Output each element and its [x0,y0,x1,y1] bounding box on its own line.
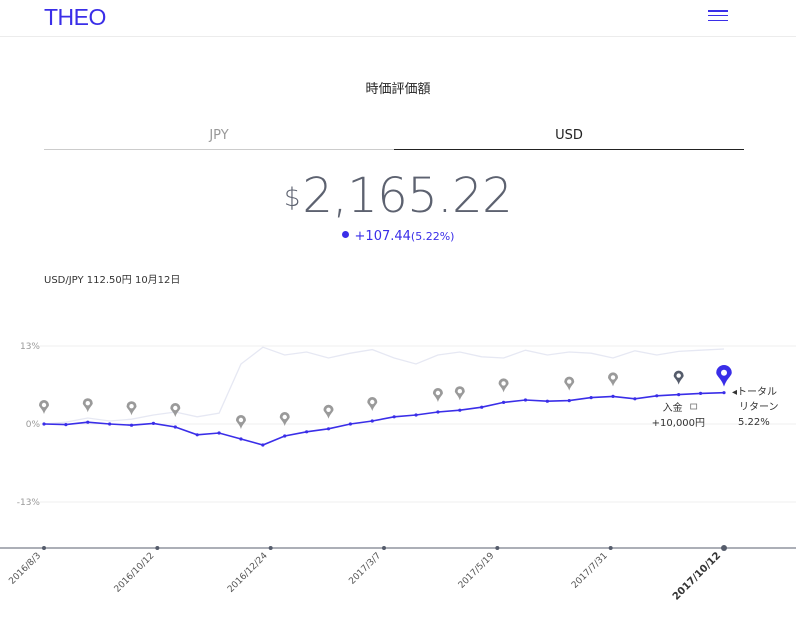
x-tick-dot [721,545,727,551]
x-tick-label: 2017/3/7 [347,551,383,587]
hamburger-icon[interactable] [708,10,728,24]
data-point [86,420,90,424]
currency-tabs: JPY USD [44,128,744,150]
x-tick-label: 2016/8/3 [7,551,43,587]
x-tick-dot [382,546,386,550]
data-point [698,391,703,395]
data-point [414,413,418,417]
total-return-label-2: リターン [739,401,779,413]
data-point [173,425,177,429]
data-point [239,437,243,441]
event-marker-icon [235,415,246,429]
benchmark-line [43,346,725,425]
valuation-change: +107.44(5.22%) [0,229,796,244]
x-tick-dot [155,546,160,550]
data-point [567,399,571,403]
y-tick-label: 0% [26,420,41,430]
event-marker-icon [39,400,49,414]
data-point [348,422,352,426]
x-tick-dot [268,546,273,550]
x-tick-label: 2016/10/12 [113,551,157,595]
data-point [722,391,726,395]
data-point [108,422,112,426]
data-point [655,394,659,398]
x-tick-label: 2016/12/24 [226,551,270,595]
theo-logo[interactable]: THEO [44,4,106,30]
deposit-label: 入金 [663,401,683,414]
data-point [633,397,637,401]
data-point [129,423,134,427]
data-point [589,396,593,400]
x-tick-label: 2017/10/12 [671,550,723,602]
deposit-marker-icon [673,370,684,385]
event-marker-icon [126,401,137,416]
event-marker-icon [279,412,290,426]
return-chart[interactable]: 13% 0% -13% 2016/8/3 2016/10/12 2016/12/24 20… [0,330,796,622]
event-marker-icon [564,376,575,391]
x-tick-dot [608,546,613,550]
data-point [261,443,265,447]
data-point [480,405,484,409]
change-dot-icon [341,231,349,238]
deposit-amount: +10,000円 [652,418,705,429]
event-marker-icon [170,403,181,417]
currency-symbol: $ [283,183,301,213]
data-point [370,419,374,423]
x-tick-dot [42,546,46,550]
data-point [305,430,309,434]
valuation-amount: $2,165.22 [0,168,796,224]
event-marker-icon [323,404,334,419]
current-position-marker-icon [716,364,732,387]
data-point [151,421,156,425]
event-marker-icon [454,386,465,401]
data-point [64,423,68,427]
portfolio-line [43,391,725,446]
change-percent: (5.22%) [410,230,455,243]
data-point [283,434,287,438]
y-tick-label: -13% [17,498,41,508]
data-point [392,415,396,419]
data-point [545,399,549,403]
event-marker-icon [608,372,619,387]
data-point [217,431,221,435]
data-point [436,410,440,414]
header: THEO [0,0,796,37]
page-title: 時価評価額 [365,82,431,97]
total-return-value: 5.22% [738,417,770,428]
x-tick-label: 2017/7/31 [570,551,610,591]
data-point [677,393,681,397]
data-point [501,400,506,404]
data-point [458,408,462,412]
y-tick-label: 13% [20,342,40,352]
deposit-icon [690,403,698,410]
data-point [611,394,615,398]
fx-rate-note: USD/JPY 112.50円 10月12日 [44,275,181,286]
tab-jpy[interactable]: JPY [44,128,394,150]
total-return-label: ◂トータル [732,386,777,398]
tab-usd[interactable]: USD [394,128,744,150]
event-marker-icon [498,378,509,393]
x-tick-dot [495,546,500,550]
event-marker-icon [82,398,93,413]
event-marker-icon [367,397,378,411]
data-point [195,433,199,437]
data-point [326,427,331,431]
change-amount: +107.44 [354,229,411,244]
event-marker-icon [432,388,443,402]
data-point [42,422,46,426]
amount-value: 2,165.22 [302,168,513,224]
x-tick-label: 2017/5/19 [457,551,497,591]
data-point [523,398,528,402]
